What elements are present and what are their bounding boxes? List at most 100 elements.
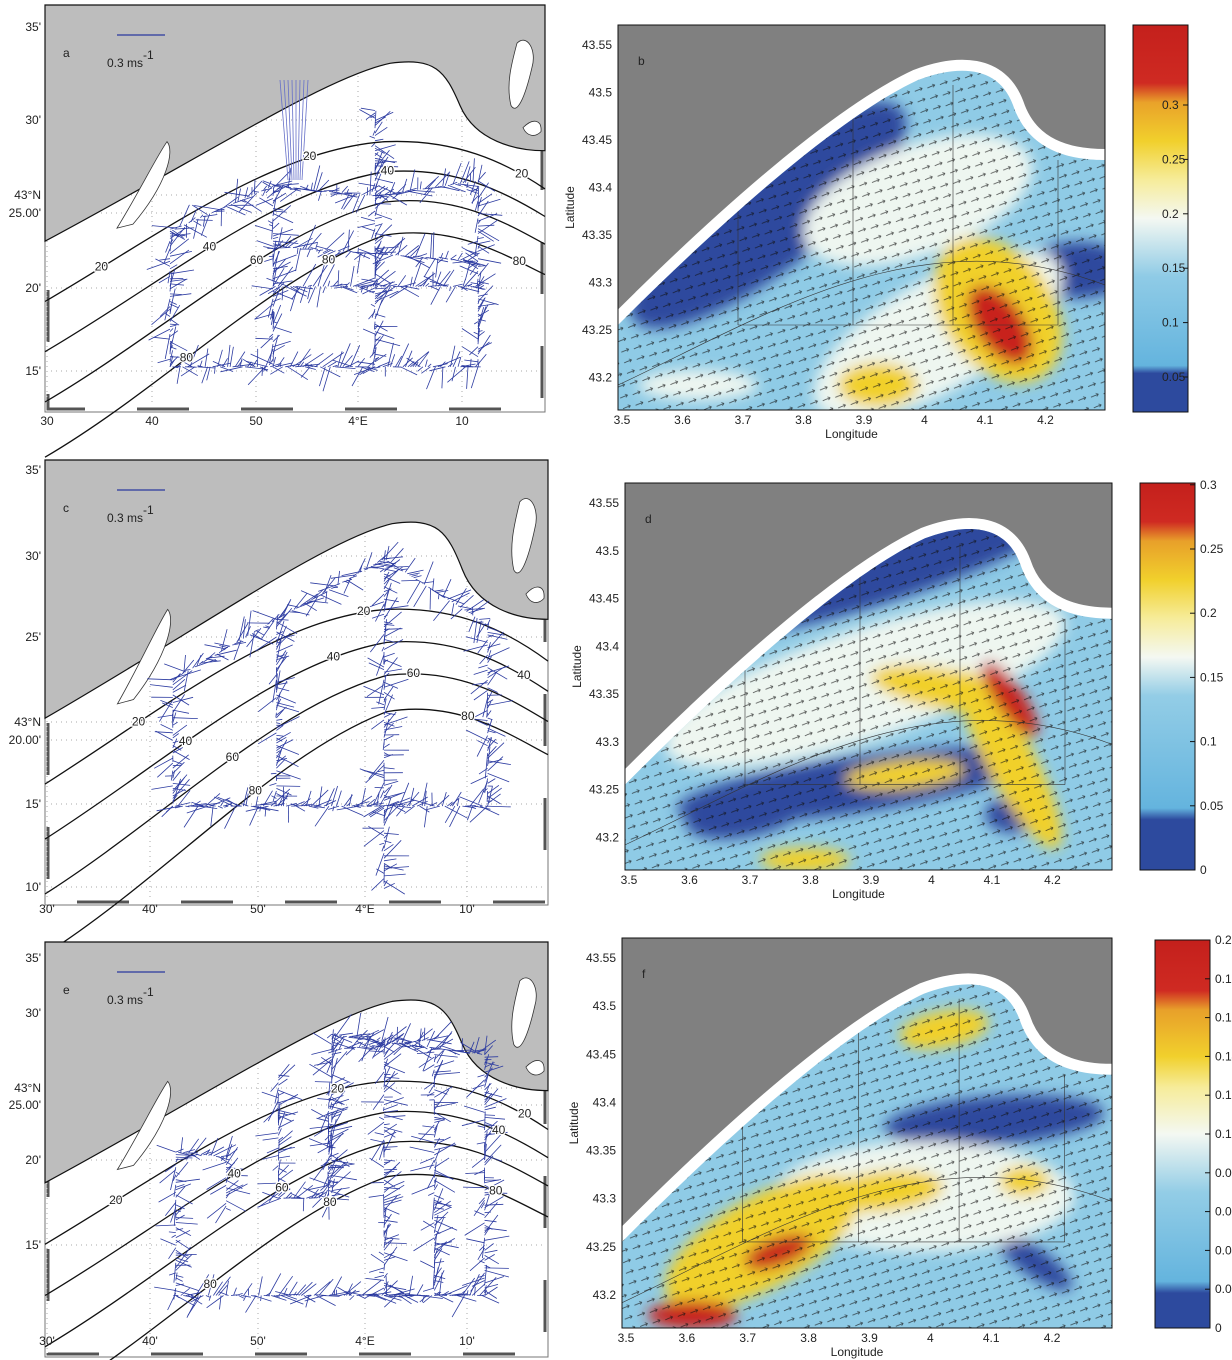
current-vector — [486, 790, 488, 802]
current-vector — [157, 358, 171, 364]
current-vector — [272, 246, 281, 251]
current-vector — [328, 1106, 349, 1114]
current-vector — [272, 290, 289, 297]
current-vector — [331, 1161, 349, 1179]
current-vector — [411, 1184, 435, 1195]
current-vector — [473, 1199, 485, 1217]
x-tick-label: 50' — [250, 902, 266, 916]
current-vector — [383, 1195, 398, 1211]
current-vector — [484, 1219, 497, 1223]
current-vector — [327, 280, 331, 287]
current-vector — [261, 1091, 279, 1099]
current-vector — [484, 1255, 500, 1265]
current-vector — [467, 805, 473, 821]
current-vector — [175, 1178, 200, 1183]
current-vector — [206, 366, 211, 381]
current-vector — [323, 800, 337, 807]
current-vector — [383, 1223, 390, 1236]
current-vector — [175, 1148, 184, 1153]
current-vector — [400, 286, 420, 298]
current-vector — [484, 1111, 486, 1131]
current-vector — [282, 185, 291, 188]
current-vector — [438, 593, 440, 600]
current-vector — [220, 629, 228, 652]
current-vector — [396, 566, 409, 568]
current-vector — [419, 1124, 435, 1141]
current-vector — [487, 700, 514, 706]
current-vector — [359, 366, 371, 376]
current-vector — [472, 286, 484, 290]
current-vector — [349, 1295, 355, 1301]
current-vector — [276, 670, 281, 693]
x-tick-label: 3.6 — [679, 1331, 696, 1345]
current-vector — [390, 354, 396, 367]
current-vector — [383, 1161, 401, 1178]
current-vector — [434, 1089, 448, 1095]
current-vector — [433, 1270, 445, 1291]
current-vector — [487, 784, 500, 794]
current-vector — [276, 745, 300, 755]
current-vector — [477, 1247, 485, 1260]
current-vector — [272, 213, 294, 224]
x-tick-label: 3.7 — [739, 1331, 756, 1345]
current-vector — [356, 805, 365, 807]
current-vector — [189, 344, 199, 367]
current-vector — [272, 258, 287, 275]
current-vector — [399, 1042, 411, 1048]
current-vector — [434, 1261, 445, 1264]
current-vector — [423, 257, 436, 278]
current-vector — [300, 590, 317, 598]
current-vector — [332, 805, 335, 812]
current-vector — [466, 1238, 485, 1244]
current-vector — [487, 667, 508, 680]
current-vector — [190, 209, 197, 223]
current-vector — [484, 1203, 504, 1206]
current-vector — [481, 1295, 500, 1304]
current-vector — [153, 336, 171, 340]
x-tick-label: 3.9 — [856, 413, 873, 427]
current-vector — [374, 255, 376, 277]
current-vector — [383, 712, 396, 716]
current-vector — [419, 805, 430, 813]
current-vector — [477, 245, 490, 254]
current-vector — [331, 1044, 337, 1048]
current-vector — [377, 1043, 385, 1048]
current-vector — [173, 1184, 177, 1197]
current-vector — [278, 1102, 281, 1126]
current-vector — [413, 575, 422, 579]
current-vector — [484, 1131, 488, 1151]
current-vector — [474, 1036, 480, 1054]
current-vector — [329, 250, 341, 262]
current-vector — [472, 1084, 485, 1090]
current-vector — [358, 182, 376, 187]
contour-label: 20 — [109, 1193, 123, 1207]
current-vector — [484, 1289, 487, 1296]
current-vector — [271, 795, 277, 799]
current-vector — [169, 271, 173, 292]
current-vector — [255, 1132, 279, 1137]
current-vector — [331, 1074, 351, 1083]
current-vector — [351, 194, 361, 214]
current-vector — [473, 669, 488, 675]
current-vector — [441, 791, 447, 807]
current-vector — [374, 195, 377, 207]
current-vector — [277, 227, 283, 247]
current-vector — [276, 731, 291, 741]
current-vector — [254, 629, 259, 632]
current-vector — [479, 618, 491, 620]
current-vector — [457, 605, 472, 610]
current-vector — [175, 1275, 184, 1278]
current-vector — [233, 1287, 237, 1296]
current-vector — [459, 265, 479, 275]
current-vector — [434, 1072, 461, 1076]
current-vector — [487, 786, 493, 807]
current-vector — [314, 805, 330, 827]
current-vector — [477, 740, 488, 747]
current-vector — [159, 699, 174, 722]
contour-label: 20 — [132, 714, 146, 728]
current-vector — [169, 251, 192, 257]
current-vector — [408, 1275, 413, 1296]
current-vector — [426, 1047, 435, 1054]
current-vector — [369, 351, 376, 358]
